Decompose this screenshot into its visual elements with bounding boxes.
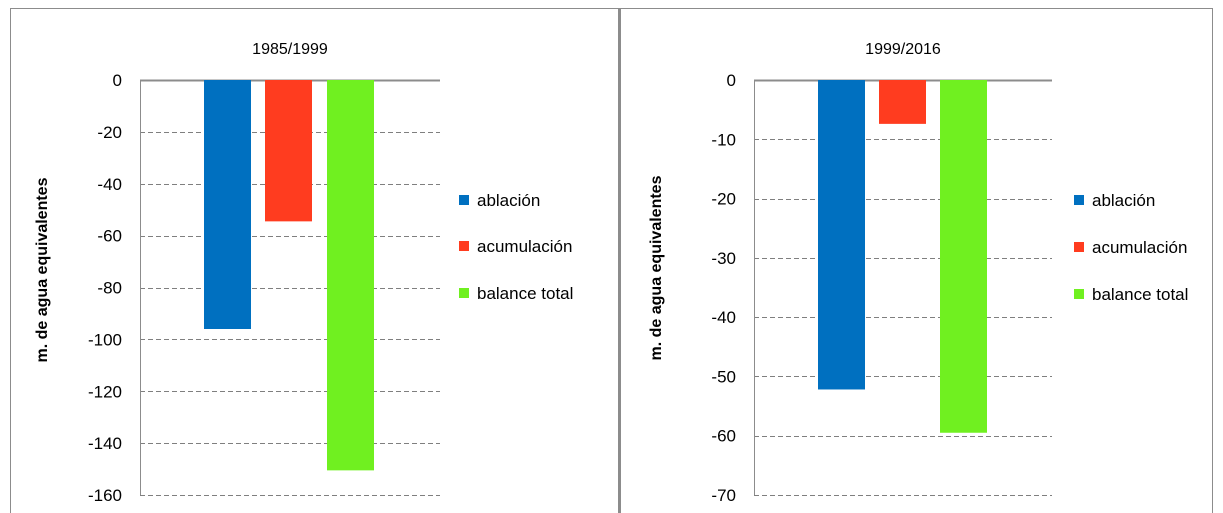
chart1-y-axis-label: m. de agua equivalentes [34, 177, 51, 362]
chart1-bar [327, 80, 374, 471]
chart2-y-tick-label: 0 [727, 71, 736, 90]
chart1-legend-label: acumulación [477, 237, 572, 256]
chart2-title: 1999/2016 [865, 41, 941, 58]
chart1-y-tick-label: -160 [88, 486, 122, 505]
chart1-y-tick-label: 0 [113, 71, 122, 90]
chart2-legend-label: balance total [1092, 285, 1188, 304]
chart2-y-tick-label: -30 [711, 249, 736, 268]
chart2-bar [879, 80, 926, 124]
chart2-y-tick-label: -70 [711, 486, 736, 505]
chart2-legend-swatch [1074, 242, 1084, 252]
chart2-legend-label: acumulación [1092, 238, 1187, 257]
chart1-bar [204, 80, 251, 329]
chart1-legend-label: ablación [477, 191, 540, 210]
chart1-title: 1985/1999 [252, 41, 328, 58]
chart1-legend-label: balance total [477, 284, 573, 303]
chart2-legend-swatch [1074, 289, 1084, 299]
chart1-legend-swatch [459, 241, 469, 251]
chart2-y-axis-label: m. de agua equivalentes [648, 175, 665, 360]
chart2-y-tick-label: -20 [711, 190, 736, 209]
chart1-y-tick-label: -60 [97, 227, 122, 246]
chart1-y-tick-label: -40 [97, 175, 122, 194]
chart1-legend-swatch [459, 195, 469, 205]
chart2-y-tick-label: -40 [711, 308, 736, 327]
chart2-legend-label: ablación [1092, 191, 1155, 210]
chart2-y-tick-label: -10 [711, 130, 736, 149]
chart2-bar [940, 80, 987, 433]
chart1-y-tick-label: -20 [97, 123, 122, 142]
chart1-y-tick-label: -100 [88, 330, 122, 349]
chart1-bar [265, 80, 312, 222]
chart2-y-tick-label: -50 [711, 367, 736, 386]
chart1-y-tick-label: -140 [88, 434, 122, 453]
chart1-legend-swatch [459, 288, 469, 298]
chart2-legend-swatch [1074, 195, 1084, 205]
chart1-y-tick-label: -80 [97, 279, 122, 298]
chart1-y-tick-label: -120 [88, 382, 122, 401]
chart2-bar [818, 80, 865, 390]
figure-border [10, 8, 1213, 513]
chart2-y-tick-label: -60 [711, 427, 736, 446]
